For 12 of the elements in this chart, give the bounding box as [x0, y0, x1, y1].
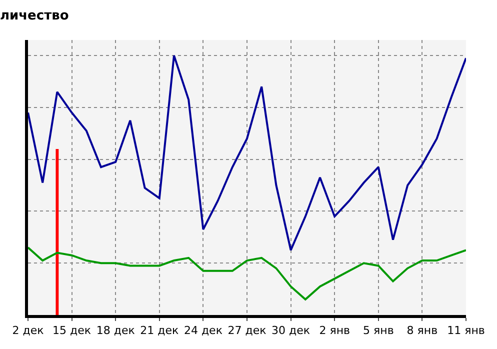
- x-tick-label: 15 дек: [52, 324, 92, 338]
- x-tick-label: 5 янв: [363, 324, 394, 338]
- x-tick-label: 24 дек: [184, 324, 223, 338]
- x-tick-label: 2 дек: [12, 324, 44, 338]
- x-tick-label: 2 янв: [319, 324, 350, 338]
- x-tick-label: 18 дек: [96, 324, 136, 338]
- x-tick-label: 30 дек: [272, 324, 310, 338]
- x-tick-label: 27 дек: [228, 324, 267, 338]
- chart-title: личество: [0, 8, 69, 24]
- x-tick-label: 21 дек: [140, 324, 180, 338]
- x-tick-label: 8 янв: [406, 324, 438, 338]
- x-tick-label: 11 янв: [447, 324, 485, 338]
